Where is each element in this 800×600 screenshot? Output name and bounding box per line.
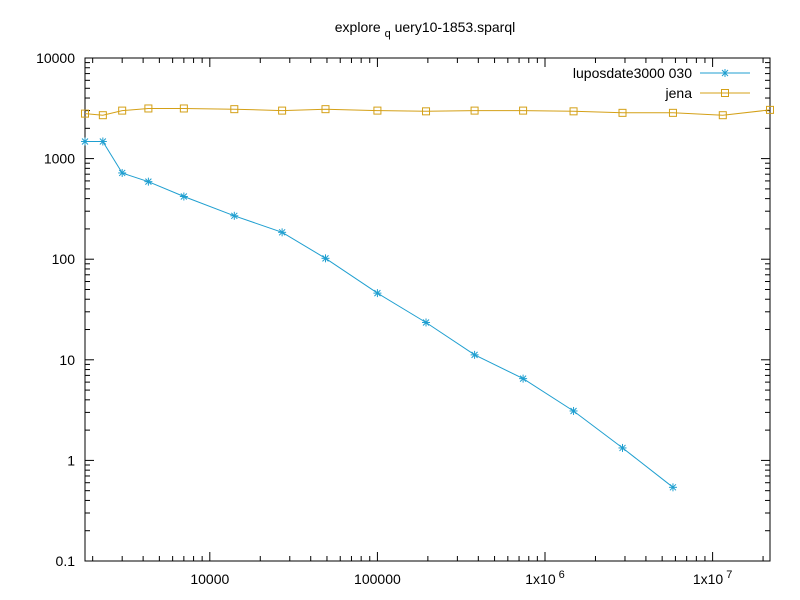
data-point (98, 111, 107, 120)
data-point (470, 106, 479, 115)
data-point (422, 318, 431, 327)
marker-stroke (422, 319, 430, 326)
y-tick-label: 0.1 (56, 553, 76, 569)
y-tick-label: 1 (67, 452, 75, 468)
chart-title-rest: uery10-1853.sparql (395, 19, 516, 35)
data-point (422, 107, 431, 116)
legend-label: luposdate3000 030 (573, 65, 692, 81)
legend-label: jena (665, 85, 693, 101)
data-point (179, 192, 188, 201)
marker-stroke (180, 193, 188, 200)
data-point (373, 106, 382, 115)
series-1 (81, 137, 677, 492)
x-tick-label: 100000 (354, 571, 401, 587)
marker-stroke (118, 169, 126, 177)
data-point (144, 177, 153, 186)
marker-stroke (278, 228, 286, 236)
chart-title-main: explore (335, 19, 381, 35)
data-point (230, 105, 239, 114)
legend-marker (721, 89, 729, 97)
series-line (84, 108, 771, 116)
data-point (278, 228, 287, 237)
marker-stroke (145, 178, 152, 186)
data-point (144, 104, 153, 113)
legend-marker (721, 69, 729, 77)
data-point (81, 109, 89, 118)
x-tick-label: 1x10 6 (525, 569, 564, 587)
data-point (179, 104, 188, 113)
marker-stroke (519, 375, 527, 382)
data-point (519, 106, 528, 115)
legend: luposdate3000 030 jena (573, 65, 750, 101)
marker-stroke (81, 138, 89, 145)
series-line (85, 141, 674, 488)
data-point (668, 108, 677, 117)
marker-stroke (322, 254, 329, 262)
x-tick-label: 10000 (190, 571, 229, 587)
y-tick-label: 10 (59, 352, 75, 368)
chart-title-sub: q (385, 28, 391, 40)
data-point (321, 105, 330, 114)
marker-stroke (619, 444, 626, 452)
y-tick-label: 1000 (44, 151, 75, 167)
data-point (618, 108, 627, 117)
data-point (766, 105, 774, 114)
data-point (321, 254, 330, 263)
marker-stroke (374, 289, 381, 297)
data-point (118, 106, 127, 115)
data-point (470, 350, 479, 359)
data-point (230, 211, 239, 220)
data-point (668, 483, 677, 492)
data-point (618, 443, 627, 452)
plot-frame (84, 57, 771, 562)
marker-stroke (471, 351, 478, 359)
marker-stroke (721, 69, 729, 77)
y-tick-label: 10000 (36, 50, 75, 66)
axis-ticks: 0.1 1 10 100 1000 10000 10000 100000 1x10 6 1x10 7 (36, 50, 770, 587)
marker-stroke (230, 212, 238, 220)
data-point (373, 289, 382, 298)
data-point (718, 111, 727, 120)
chart-title: explore q uery10-1853.sparql (335, 19, 515, 40)
data-point (98, 137, 107, 146)
series-layer (81, 104, 774, 492)
marker-stroke (570, 407, 577, 415)
data-point (278, 106, 287, 115)
data-point (569, 107, 578, 116)
data-point (569, 406, 578, 415)
x-tick-label: 1x10 7 (693, 569, 732, 587)
data-point (81, 137, 89, 146)
marker-stroke (99, 138, 107, 145)
series-2 (81, 104, 774, 120)
data-point (519, 374, 528, 383)
data-point (118, 168, 127, 177)
y-tick-label: 100 (52, 251, 76, 267)
marker-stroke (669, 483, 677, 491)
